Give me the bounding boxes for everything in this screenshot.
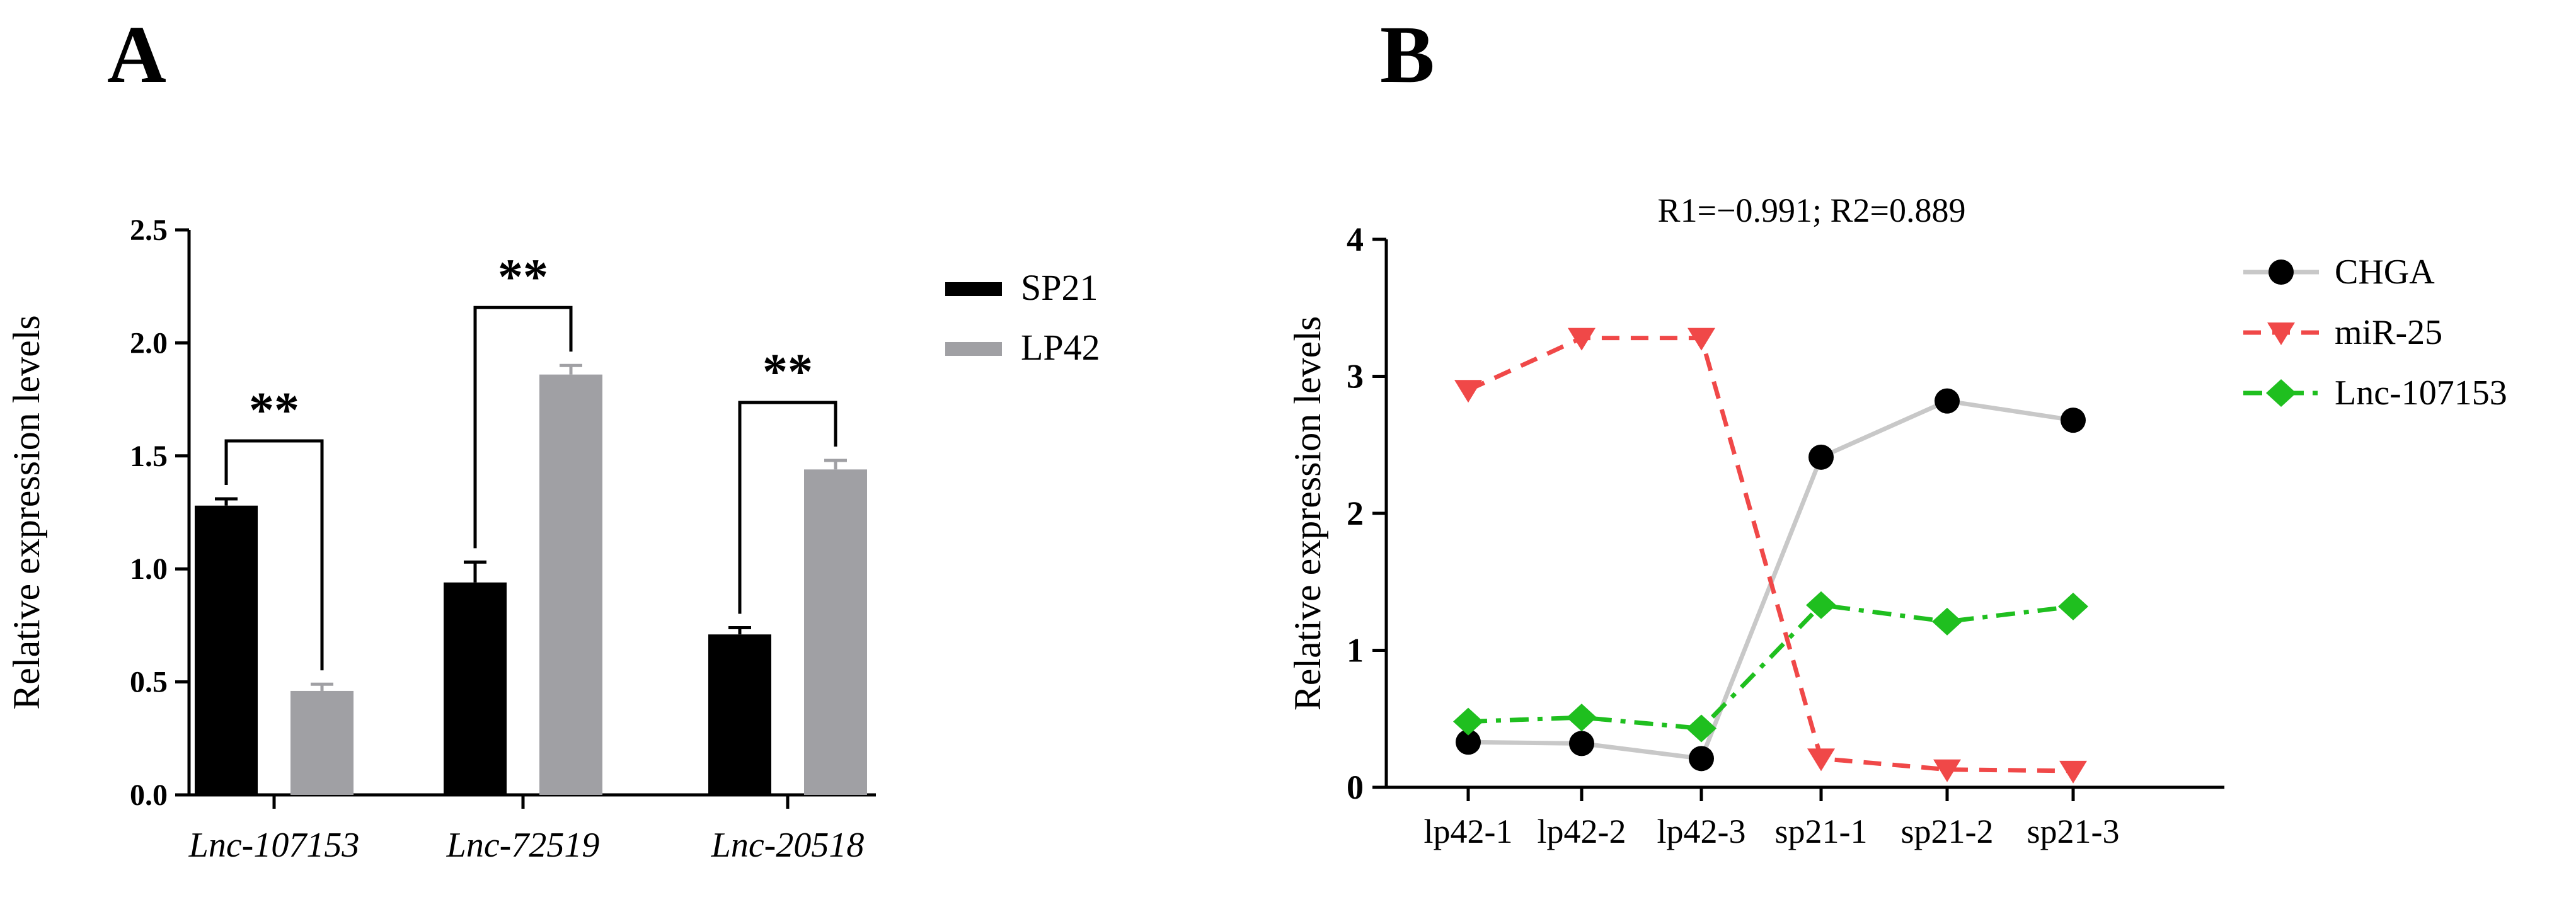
y-tick-label: 2.0 xyxy=(130,326,168,360)
data-point-chga xyxy=(2061,408,2086,433)
bar-lp42 xyxy=(539,374,602,795)
legend-label: CHGA xyxy=(2335,253,2435,292)
series-line-mir-25 xyxy=(1467,336,2074,773)
data-point-chga xyxy=(1689,746,1714,772)
y-tick-label: 0.0 xyxy=(130,779,168,812)
y-tick-label: 0.5 xyxy=(130,666,168,699)
legend-label: SP21 xyxy=(1021,267,1098,308)
y-tick-label: 2 xyxy=(1347,494,1364,532)
data-point-chga xyxy=(1569,731,1594,756)
significance-label: ** xyxy=(498,249,548,305)
legend-marker-chga xyxy=(2268,260,2294,285)
data-point-lnc-107153 xyxy=(1453,707,1483,736)
panel-b-label: B xyxy=(1380,9,1435,100)
data-point-lnc-107153 xyxy=(2058,592,2088,620)
category-label: Lnc-72519 xyxy=(446,826,600,865)
x-tick-label: sp21-3 xyxy=(2027,813,2120,850)
bar-lp42 xyxy=(804,469,867,795)
x-tick-label: sp21-2 xyxy=(1901,813,1994,850)
significance-bracket xyxy=(738,401,837,614)
significance-label: ** xyxy=(762,345,813,400)
bar-lp42 xyxy=(290,690,354,795)
data-point-mir-25 xyxy=(2059,760,2087,784)
chart-title: R1=−0.991; R2=0.889 xyxy=(1658,191,1966,229)
data-point-mir-25 xyxy=(1568,328,1596,351)
data-point-mir-25 xyxy=(1807,748,1835,772)
legend-marker-lnc-107153 xyxy=(2266,379,2296,407)
data-point-mir-25 xyxy=(1933,759,1961,782)
bar-sp21 xyxy=(708,634,771,795)
bar-chart-a: 0.0 0.5 1.0 1.5 2.0 2.5 Relative expression le… xyxy=(6,214,1100,865)
legend-swatch-lp42 xyxy=(945,342,1002,356)
legend-label: LP42 xyxy=(1021,327,1100,368)
y-axis-title: Relative expression levels xyxy=(1287,316,1328,710)
x-tick-label: sp21-1 xyxy=(1775,813,1868,850)
significance-bracket xyxy=(473,305,573,549)
x-tick-label: lp42-1 xyxy=(1424,813,1513,850)
legend-label: Lnc-107153 xyxy=(2335,374,2507,413)
x-tick-label: lp42-2 xyxy=(1538,813,1626,850)
panel-a-label: A xyxy=(107,9,166,100)
category-label: Lnc-107153 xyxy=(188,826,360,865)
category-label: Lnc-20518 xyxy=(711,826,865,865)
data-point-mir-25 xyxy=(1688,328,1715,351)
data-point-mir-25 xyxy=(1454,380,1482,403)
legend-marker-mir-25 xyxy=(2267,322,2295,345)
legend-swatch-sp21 xyxy=(945,282,1002,296)
legend-label: miR-25 xyxy=(2335,313,2442,352)
data-point-lnc-107153 xyxy=(1686,714,1716,743)
bar-sp21 xyxy=(444,582,507,795)
y-tick-label: 3 xyxy=(1347,358,1364,396)
data-point-chga xyxy=(1456,729,1481,755)
line-chart-b: 0 1 2 3 4 Relative expression levels R1=−0.991… xyxy=(1287,191,2507,850)
series-line-lnc-107153 xyxy=(1468,603,2074,731)
y-tick-label: 1.0 xyxy=(130,552,168,586)
data-point-lnc-107153 xyxy=(1806,591,1836,619)
data-point-chga xyxy=(1935,388,1960,414)
data-point-lnc-107153 xyxy=(1567,704,1597,732)
y-tick-label: 2.5 xyxy=(130,214,168,247)
data-point-chga xyxy=(1808,444,1834,470)
y-tick-label: 1.5 xyxy=(130,440,168,473)
data-point-lnc-107153 xyxy=(1932,607,1962,636)
y-tick-label: 1 xyxy=(1347,632,1364,670)
significance-label: ** xyxy=(249,383,299,438)
significance-bracket xyxy=(224,439,324,671)
y-tick-label: 4 xyxy=(1347,220,1364,258)
bar-sp21 xyxy=(195,505,258,795)
series-line-chga xyxy=(1468,399,2074,762)
y-axis-title: Relative expression levels xyxy=(6,315,47,709)
x-tick-label: lp42-3 xyxy=(1657,813,1746,850)
y-tick-label: 0 xyxy=(1347,768,1364,806)
